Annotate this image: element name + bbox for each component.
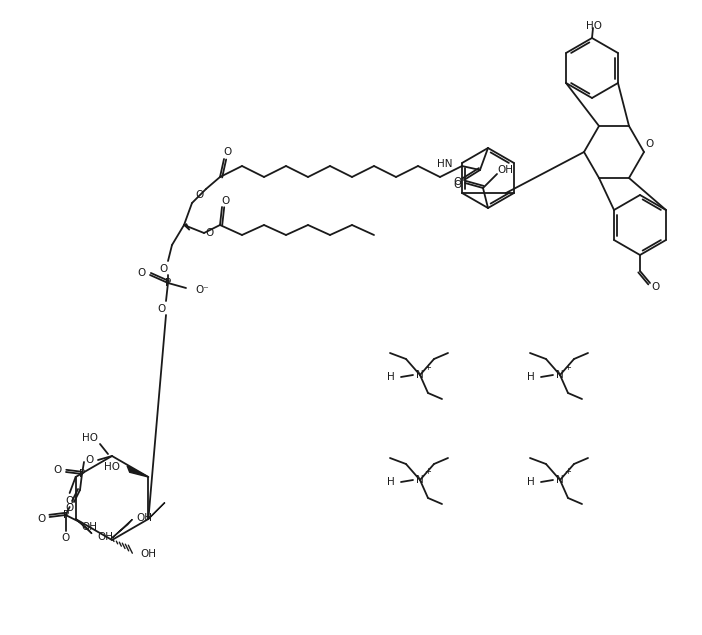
- Text: N: N: [556, 475, 564, 485]
- Polygon shape: [127, 465, 148, 477]
- Text: O: O: [158, 304, 166, 314]
- Text: O: O: [160, 264, 168, 274]
- Text: O⁻: O⁻: [195, 285, 208, 295]
- Text: O: O: [65, 496, 74, 506]
- Text: HN: HN: [437, 159, 452, 169]
- Text: O: O: [221, 196, 229, 206]
- Text: O: O: [224, 147, 232, 157]
- Text: H: H: [388, 477, 395, 487]
- Text: N: N: [416, 475, 424, 485]
- Text: +: +: [564, 363, 571, 371]
- Text: HO: HO: [105, 462, 120, 472]
- Text: H: H: [388, 372, 395, 382]
- Text: O: O: [646, 139, 654, 149]
- Text: OH: OH: [81, 522, 98, 532]
- Text: HO: HO: [586, 21, 602, 31]
- Text: O: O: [54, 465, 62, 475]
- Polygon shape: [112, 519, 132, 538]
- Polygon shape: [148, 502, 165, 519]
- Text: N: N: [556, 370, 564, 380]
- Text: H: H: [527, 477, 535, 487]
- Text: +: +: [425, 467, 432, 476]
- Text: HO: HO: [82, 433, 98, 443]
- Text: O: O: [196, 190, 204, 200]
- Text: OH: OH: [497, 165, 513, 175]
- Text: P: P: [79, 469, 85, 479]
- Text: O: O: [86, 455, 94, 465]
- Text: H: H: [527, 372, 535, 382]
- Text: O: O: [37, 514, 46, 524]
- Text: O: O: [62, 533, 69, 543]
- Text: N: N: [416, 370, 424, 380]
- Text: OH: OH: [98, 532, 114, 542]
- Text: P: P: [62, 510, 69, 520]
- Polygon shape: [76, 519, 92, 533]
- Polygon shape: [184, 224, 190, 230]
- Text: O: O: [206, 228, 214, 238]
- Text: P: P: [165, 278, 171, 288]
- Text: O: O: [66, 503, 74, 513]
- Text: +: +: [564, 467, 571, 476]
- Text: O: O: [138, 268, 146, 278]
- Text: OH: OH: [136, 513, 152, 523]
- Text: O: O: [453, 180, 461, 190]
- Text: OH: OH: [140, 549, 156, 559]
- Text: O: O: [652, 282, 660, 292]
- Text: +: +: [425, 363, 432, 371]
- Text: O: O: [453, 177, 461, 187]
